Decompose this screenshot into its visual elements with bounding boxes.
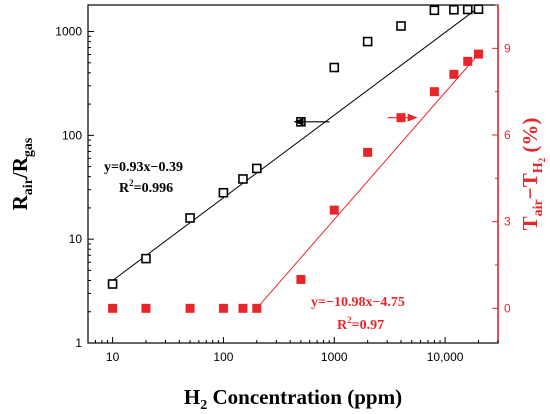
- left-axis-arrow-head: [293, 117, 304, 126]
- red-data-point: [329, 205, 339, 215]
- red-data-point: [108, 303, 118, 313]
- red-data-point: [449, 69, 459, 79]
- red-data-point: [363, 147, 373, 157]
- black-fit-line: [112, 7, 479, 281]
- red-data-point: [185, 303, 195, 313]
- red-data-point: [252, 303, 262, 313]
- black-data-point: [141, 253, 151, 264]
- red-fit-line: [256, 53, 479, 309]
- red-data-point: [218, 303, 228, 313]
- left-tick-label: 100: [62, 128, 82, 142]
- black-data-point: [473, 4, 484, 14]
- right-tick-label: 3: [504, 215, 511, 229]
- left-tick-label: 1000: [55, 25, 82, 39]
- x-tick-label: 10,000: [427, 350, 464, 364]
- black-fit-equation: y=0.93x−0.39: [104, 160, 183, 175]
- black-data-point: [429, 5, 440, 16]
- black-data-point: [185, 213, 195, 223]
- black-data-point: [449, 4, 459, 15]
- black-data-point: [329, 62, 340, 73]
- black-data-point: [251, 163, 262, 174]
- left-axis-title: Rair/Rgas: [8, 137, 36, 210]
- red-data-point: [463, 56, 473, 66]
- left-tick-label: 1: [75, 336, 82, 350]
- right-tick-label: 9: [504, 41, 511, 55]
- black-data-point: [218, 187, 229, 198]
- red-data-point: [473, 49, 483, 59]
- black-data-point: [462, 4, 473, 15]
- left-tick-label: 10: [69, 232, 83, 246]
- red-fit-equation: y=−10.98x−4.75: [311, 295, 405, 310]
- red-data-point: [238, 303, 248, 313]
- right-axis-title: Tair−TH2 (%): [518, 118, 547, 231]
- black-data-point: [396, 21, 406, 31]
- right-tick-label: 0: [504, 301, 511, 315]
- black-fit-r2: R2=0.996: [119, 178, 173, 196]
- black-data-point: [107, 279, 118, 289]
- red-data-point: [429, 87, 439, 97]
- x-axis-title: H2 Concentration (ppm): [184, 385, 402, 413]
- x-tick-label: 100: [213, 350, 233, 364]
- right-axis-arrow-head: [407, 113, 418, 122]
- black-data-point: [238, 174, 248, 184]
- black-data-point: [362, 36, 373, 47]
- right-tick-label: 6: [504, 128, 511, 142]
- red-data-point: [141, 303, 151, 313]
- x-tick-label: 10: [106, 350, 120, 364]
- red-fit-r2: R2=0.97: [337, 315, 384, 333]
- red-data-point: [296, 274, 306, 284]
- x-tick-label: 1000: [321, 350, 348, 364]
